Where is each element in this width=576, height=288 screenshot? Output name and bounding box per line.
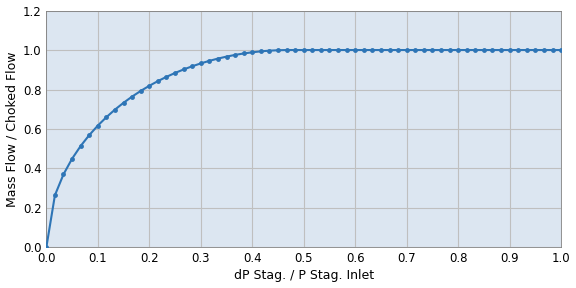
X-axis label: dP Stag. / P Stag. Inlet: dP Stag. / P Stag. Inlet bbox=[234, 270, 374, 283]
Y-axis label: Mass Flow / Choked Flow: Mass Flow / Choked Flow bbox=[6, 51, 18, 207]
